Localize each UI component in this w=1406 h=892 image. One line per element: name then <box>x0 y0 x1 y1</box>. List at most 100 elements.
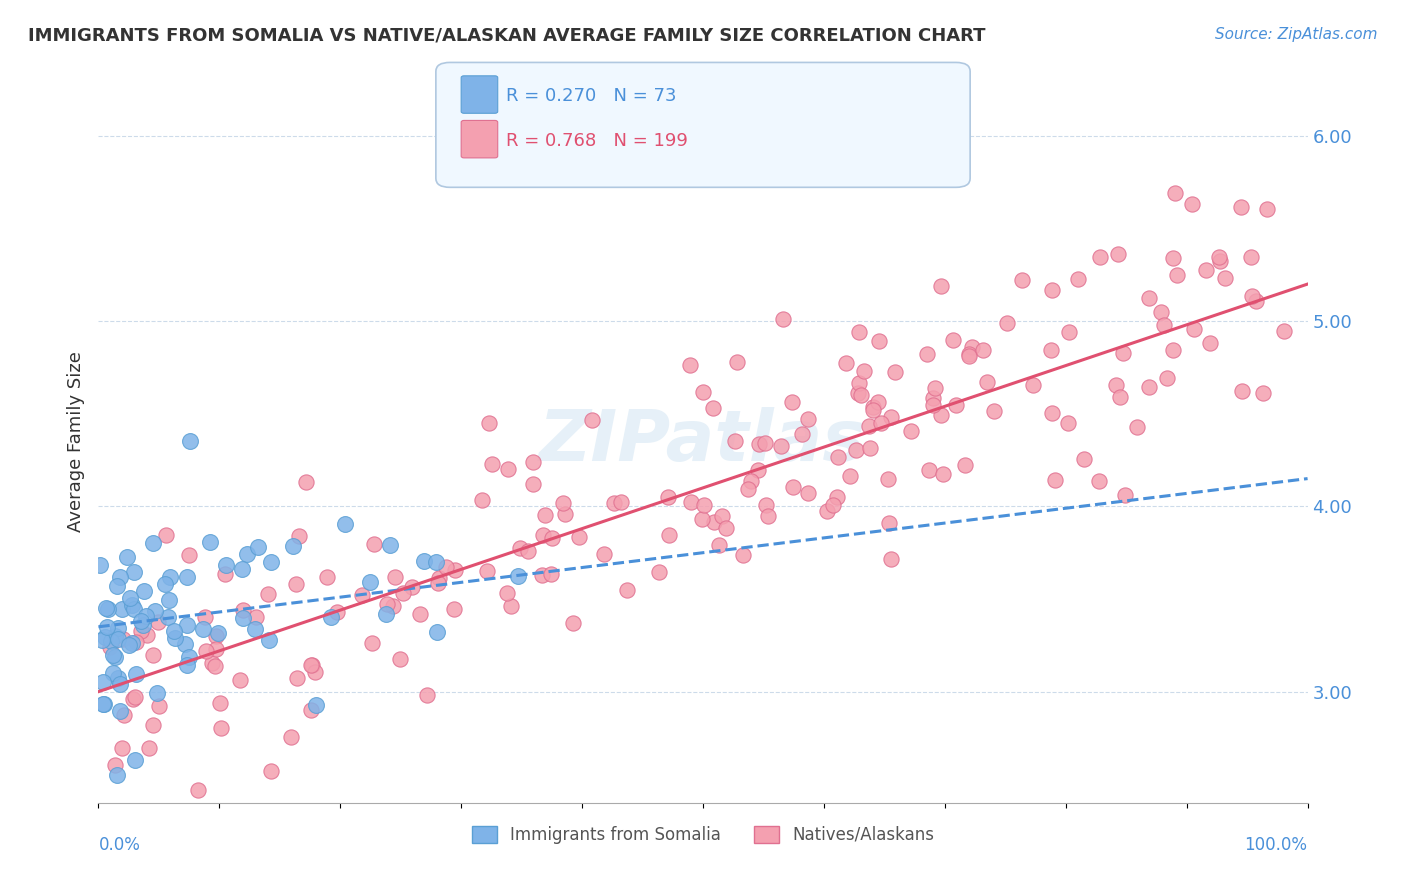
Point <box>110 601 132 615</box>
Point <box>444 563 467 577</box>
Point <box>194 610 217 624</box>
Point <box>960 340 983 354</box>
Point <box>838 468 860 483</box>
Point <box>702 401 724 415</box>
Point <box>852 364 875 378</box>
Point <box>125 666 148 681</box>
Point <box>155 528 177 542</box>
Point <box>877 516 900 531</box>
Point <box>131 617 153 632</box>
Point <box>1107 247 1129 261</box>
Point <box>1150 305 1173 319</box>
Point <box>957 349 980 363</box>
Point <box>319 610 342 624</box>
Point <box>257 633 280 648</box>
Point <box>187 783 209 797</box>
Point <box>481 458 503 472</box>
Point <box>1112 346 1135 360</box>
Point <box>163 624 186 638</box>
Point <box>214 566 236 581</box>
Legend: Immigrants from Somalia, Natives/Alaskans: Immigrants from Somalia, Natives/Alaskan… <box>463 817 943 852</box>
Point <box>531 567 554 582</box>
Point <box>107 671 129 685</box>
Point <box>375 607 398 621</box>
Point <box>1244 293 1267 308</box>
Point <box>232 611 254 625</box>
Point <box>1040 343 1063 358</box>
Point <box>880 551 903 566</box>
Point <box>195 644 218 658</box>
Point <box>204 659 226 673</box>
Point <box>496 462 519 476</box>
Point <box>848 376 870 390</box>
Point <box>610 494 633 508</box>
Point <box>93 698 115 712</box>
Point <box>957 347 980 361</box>
Point <box>499 599 522 614</box>
Point <box>163 631 186 645</box>
Point <box>315 569 337 583</box>
Point <box>228 673 250 688</box>
Point <box>1163 186 1185 201</box>
Point <box>413 554 436 568</box>
Point <box>121 636 143 650</box>
Point <box>107 621 129 635</box>
Point <box>136 628 159 642</box>
Point <box>506 569 529 583</box>
Point <box>862 401 884 415</box>
Point <box>1088 250 1111 264</box>
Point <box>135 608 157 623</box>
Point <box>1199 335 1222 350</box>
Point <box>142 648 165 662</box>
Point <box>122 691 145 706</box>
Point <box>581 413 603 427</box>
Point <box>138 740 160 755</box>
Point <box>724 434 747 449</box>
Point <box>215 558 238 572</box>
Point <box>107 632 129 647</box>
Point <box>716 521 738 535</box>
Point <box>201 657 224 671</box>
Point <box>104 650 127 665</box>
Point <box>1272 324 1295 338</box>
Point <box>176 618 198 632</box>
Point <box>299 658 322 673</box>
Point <box>1213 271 1236 285</box>
Text: 100.0%: 100.0% <box>1244 836 1308 855</box>
Point <box>1153 318 1175 332</box>
Point <box>1195 263 1218 277</box>
Point <box>1067 271 1090 285</box>
Point <box>193 622 215 636</box>
Point <box>917 347 939 361</box>
Point <box>1156 371 1178 385</box>
Point <box>1241 289 1264 303</box>
Point <box>295 475 318 489</box>
Point <box>876 472 898 486</box>
Point <box>360 636 382 650</box>
Point <box>159 570 181 584</box>
Point <box>858 418 880 433</box>
Point <box>426 576 449 591</box>
Point <box>326 606 349 620</box>
Point <box>835 356 858 370</box>
Point <box>105 768 128 782</box>
Point <box>756 508 779 523</box>
Point <box>247 540 270 554</box>
Point <box>94 630 117 644</box>
Point <box>363 536 385 550</box>
Point <box>976 376 998 390</box>
Point <box>929 408 952 422</box>
Point <box>737 482 759 496</box>
Point <box>681 495 703 509</box>
Point <box>1137 291 1160 305</box>
Point <box>858 441 880 455</box>
Y-axis label: Average Family Size: Average Family Size <box>66 351 84 532</box>
Point <box>91 697 114 711</box>
Point <box>148 615 170 630</box>
Point <box>305 698 328 712</box>
Point <box>710 508 733 523</box>
Point <box>104 628 127 642</box>
Point <box>89 558 111 573</box>
Point <box>1139 379 1161 393</box>
Point <box>531 527 554 541</box>
